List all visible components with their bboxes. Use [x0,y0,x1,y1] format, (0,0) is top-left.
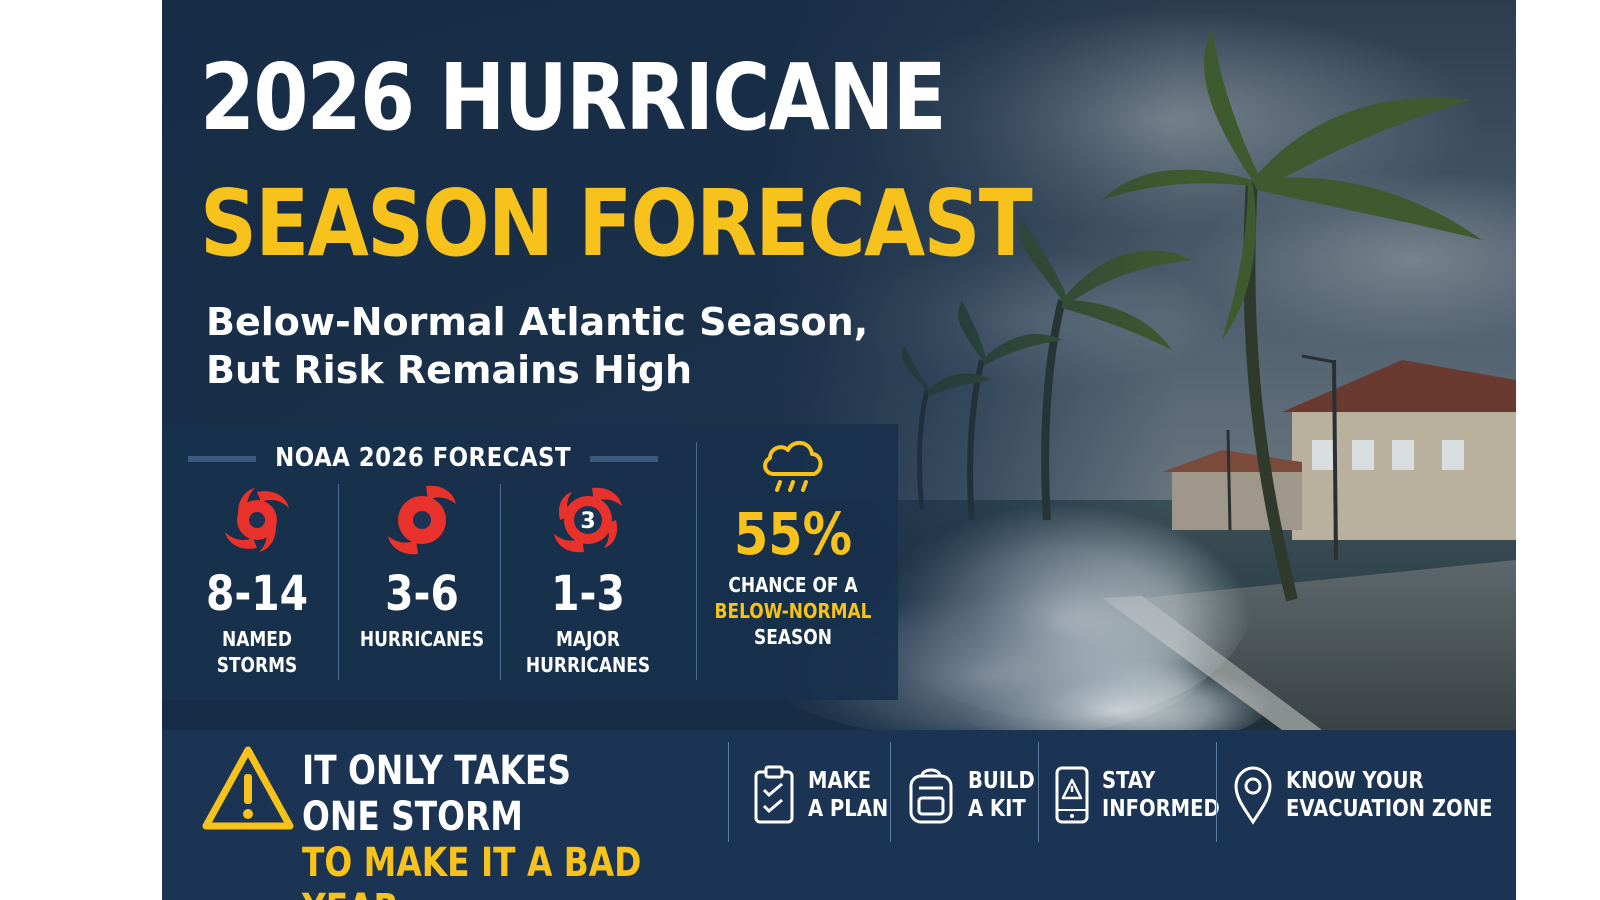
forecast-header-title: NOAA 2026 FORECAST [275,443,571,473]
stat-divider-2 [500,484,501,680]
forecast-panel: NOAA 2026 FORECAST 8-14 NAMED STORMS [162,424,898,700]
stat-chance-below-normal: 55% CHANCE OF A BELOW-NORMAL SEASON [698,434,888,649]
header-bar-right [590,456,658,462]
banner-divider-3 [1038,742,1039,842]
stat-divider-1 [338,484,339,680]
hurricane-forecast-poster: 2026 HURRICANE SEASON FORECAST Below-Nor… [162,0,1516,900]
chance-label-line-2: BELOW-NORMAL [714,599,872,623]
action-make-a-plan: MAKE A PLAN [752,760,902,830]
slogan: IT ONLY TAKES ONE STORM TO MAKE IT A BAD… [302,748,646,900]
stay-informed-line-1: STAY [1102,768,1156,794]
clipboard-check-icon [754,765,794,824]
major-hurricanes-label-line-2: HURRICANES [525,653,651,677]
chance-label: CHANCE OF A BELOW-NORMAL SEASON [712,572,874,650]
stat-hurricanes: 3-6 HURRICANES [342,478,502,688]
action-know-evacuation-zone: KNOW YOUR EVACUATION ZONE [1232,760,1516,830]
hurricanes-value: 3-6 [385,566,459,622]
build-a-kit-line-1: BUILD [968,768,1035,794]
stat-major-hurricanes: 3 1-3 MAJOR HURRICANES [506,478,670,688]
build-a-kit-line-2: A KIT [968,796,1026,822]
tropical-storm-icon [225,488,289,552]
map-pin-icon [1234,766,1272,825]
make-a-plan-line-1: MAKE [808,768,872,794]
make-a-plan-label: MAKE A PLAN [808,767,888,823]
chance-label-line-1: CHANCE OF A [728,573,858,597]
hurricanes-label: HURRICANES [354,626,490,652]
major-hurricanes-label-line-1: MAJOR [556,627,620,651]
header-bar-left [188,456,256,462]
phone-alert-icon [1055,766,1089,824]
stay-informed-line-2: INFORMED [1102,796,1220,822]
hurricane-icon [388,485,456,555]
major-hurricane-icon: 3 [554,487,622,553]
subtitle: Below-Normal Atlantic Season, But Risk R… [206,298,906,394]
stay-informed-label: STAY INFORMED [1102,767,1220,823]
hurricanes-label-line-1: HURRICANES [359,627,485,651]
stat-named-storms: 8-14 NAMED STORMS [182,478,332,688]
rain-cloud-icon [763,441,823,492]
action-build-a-kit: BUILD A KIT [906,760,1047,830]
build-a-kit-label: BUILD A KIT [968,767,1035,823]
title-line-2: SEASON FORECAST [200,170,1033,277]
warning-triangle-icon [202,746,294,830]
preparedness-banner: IT ONLY TAKES ONE STORM TO MAKE IT A BAD… [162,730,1516,900]
major-hurricanes-label: MAJOR HURRICANES [518,626,657,678]
chance-label-line-3: SEASON [754,625,832,649]
action-stay-informed: STAY INFORMED [1054,760,1240,830]
slogan-line-2: TO MAKE IT A BAD YEAR. [302,840,642,900]
banner-divider-2 [890,742,891,842]
stat-divider-3 [696,442,697,680]
title-line-1: 2026 HURRICANE [200,44,947,151]
forecast-header: NOAA 2026 FORECAST [188,442,658,474]
evacuation-zone-line-1: KNOW YOUR [1286,768,1424,794]
named-storms-label: NAMED STORMS [193,626,321,678]
banner-divider-1 [728,742,729,842]
named-storms-value: 8-14 [205,566,309,622]
major-hurricane-icon-text: 3 [580,509,595,534]
major-hurricanes-value: 1-3 [551,566,625,622]
evacuation-zone-label: KNOW YOUR EVACUATION ZONE [1286,767,1492,823]
slogan-line-1: IT ONLY TAKES ONE STORM [302,748,571,840]
banner-divider-4 [1216,742,1217,842]
subtitle-line-2: But Risk Remains High [206,348,693,392]
backpack-icon [909,768,953,824]
named-storms-label-line-2: STORMS [216,653,298,677]
evacuation-zone-line-2: EVACUATION ZONE [1286,796,1493,822]
chance-value: 55% [733,500,852,568]
named-storms-label-line-1: NAMED [221,627,293,651]
make-a-plan-line-2: A PLAN [808,796,889,822]
subtitle-line-1: Below-Normal Atlantic Season, [206,300,869,344]
